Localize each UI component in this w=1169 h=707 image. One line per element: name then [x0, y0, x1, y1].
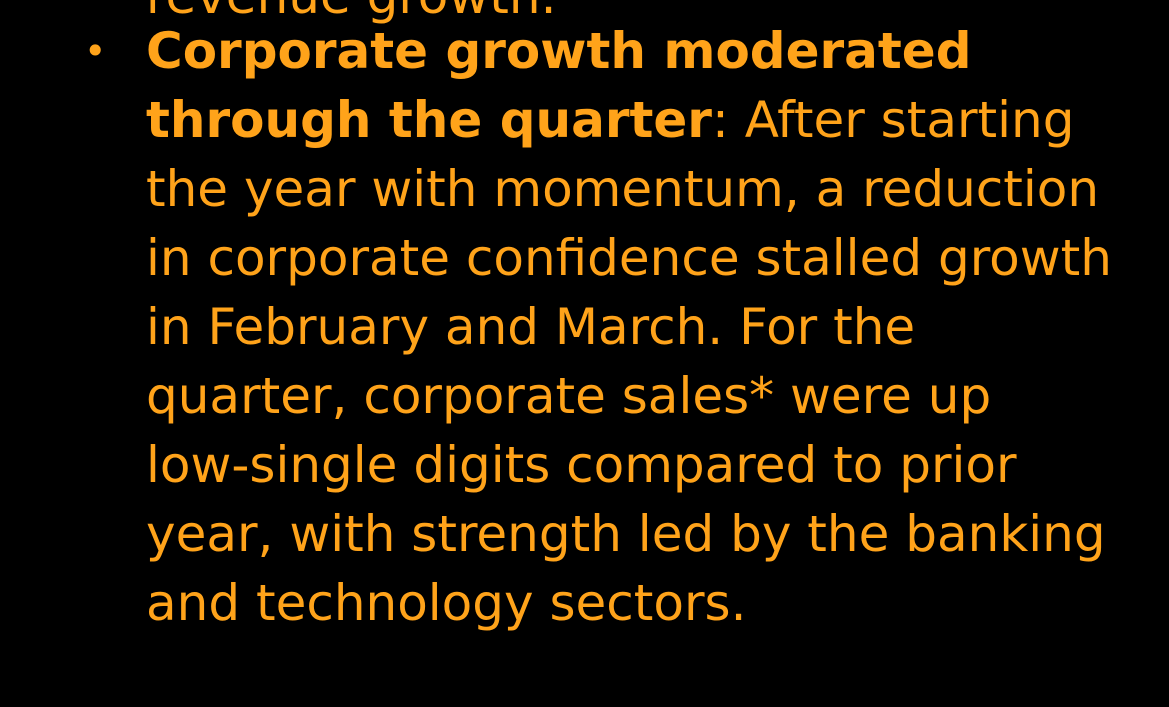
paragraph-line-8: year, with strength led by the banking	[146, 505, 1106, 563]
bullet-marker: •	[84, 29, 107, 73]
paragraph-line-2: through the quarter: After starting	[146, 86, 1146, 155]
bullet-paragraph: Corporate growth moderated through the q…	[146, 17, 1146, 638]
paragraph-line-7: low-single digits compared to prior	[146, 436, 1017, 494]
paragraph-line-6: quarter, corporate sales* were up	[146, 367, 992, 425]
paragraph-line-3: the year with momentum, a reduction	[146, 160, 1100, 218]
paragraph-line-4: in corporate confidence stalled growth	[146, 229, 1112, 287]
paragraph-line-5: in February and March. For the	[146, 298, 916, 356]
paragraph-line-9: and technology sectors.	[146, 574, 747, 632]
bullet-heading-part-1: Corporate growth moderated	[146, 22, 972, 80]
body-text-start: : After starting	[711, 91, 1075, 149]
paragraph-line-1: Corporate growth moderated	[146, 17, 1146, 86]
previous-bullet-tail: revenue growth.	[146, 0, 556, 30]
bullet-heading-part-2: through the quarter	[146, 91, 712, 149]
